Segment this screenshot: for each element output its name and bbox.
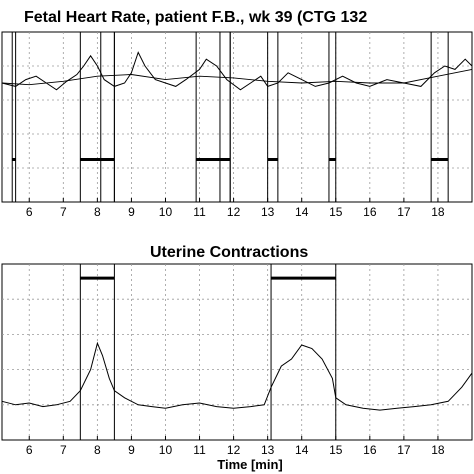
chart-1-tick-label: 7 [60,205,67,219]
chart-1-frame [1,31,473,203]
chart-1-tick-label: 14 [295,205,309,219]
chart-2-tick-label: 13 [261,443,275,457]
chart-1-tick-label: 6 [26,205,33,219]
chart-2-tick-label: 8 [94,443,101,457]
chart-1-tick-label: 10 [159,205,173,219]
chart-2-tick-label: 6 [26,443,33,457]
chart-2-tick-label: 10 [159,443,173,457]
x-axis-label: Time [min] [217,457,283,472]
chart-2-tick-label: 7 [60,443,67,457]
fetal-heart-rate-chart: 6 7 8 9 10 11 12 13 14 15 16 17 18 [1,31,473,219]
chart-2-tick-label: 11 [193,443,206,457]
uterine-contractions-chart: 6 7 8 9 10 11 12 13 14 15 16 17 18 [1,263,473,457]
chart-1-tick-label: 8 [94,205,101,219]
chart-1-tick-label: 18 [431,205,445,219]
chart-1-tick-label: 11 [193,205,206,219]
chart-2-series-line [1,341,473,411]
chart-1-title: Fetal Heart Rate, patient F.B., wk 39 (C… [24,9,367,26]
chart-1-tick-label: 17 [397,205,411,219]
chart-2-tick-label: 15 [329,443,343,457]
chart-1-series-line [1,51,473,91]
chart-1-tick-label: 9 [128,205,135,219]
chart-2-tick-label: 18 [431,443,445,457]
chart-1-series-line [1,68,473,86]
chart-2-title: Uterine Contractions [150,244,308,261]
chart-1-tick-label: 15 [329,205,343,219]
chart-2-tick-label: 17 [397,443,411,457]
chart-1-tick-label: 12 [227,205,241,219]
chart-2-tick-label: 12 [227,443,241,457]
chart-1-tick-label: 13 [261,205,275,219]
chart-2-tick-label: 14 [295,443,309,457]
chart-1-tick-label: 16 [363,205,377,219]
chart-2-frame [1,263,473,441]
chart-2-tick-label: 9 [128,443,135,457]
chart-2-tick-label: 16 [363,443,377,457]
